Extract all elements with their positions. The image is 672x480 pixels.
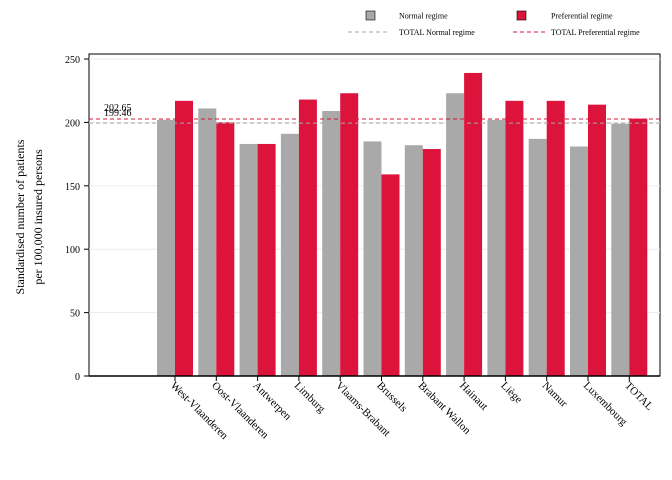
bar (175, 100, 193, 377)
bar (216, 122, 235, 377)
bar (505, 100, 524, 377)
x-tick-label: Limburg (292, 380, 328, 416)
bar (629, 118, 648, 376)
legend-label-total-preferential: TOTAL Preferential regime (551, 28, 640, 37)
y-tick-label: 200 (65, 118, 80, 129)
bar (588, 104, 606, 376)
x-tick-label: Brussels (374, 380, 409, 415)
y-tick-label: 0 (75, 372, 80, 383)
y-axis-title-line-1: Standardised number of patients (13, 139, 27, 294)
legend: Normal regime Preferential regime TOTAL … (348, 10, 640, 37)
y-tick-label: 100 (65, 245, 80, 256)
legend-label-normal: Normal regime (399, 12, 448, 21)
bar (322, 110, 341, 376)
bar (570, 146, 588, 376)
x-tick-label: Liège (498, 380, 524, 406)
bar (546, 100, 565, 377)
bar (280, 133, 299, 376)
bar (198, 108, 217, 377)
bar (487, 119, 506, 376)
bar (611, 123, 630, 376)
bar (464, 72, 483, 376)
legend-label-total-normal: TOTAL Normal regime (399, 28, 475, 37)
bar (381, 174, 400, 376)
bar (446, 93, 465, 377)
x-tick-label: TOTAL (622, 380, 655, 413)
y-tick-label: 250 (65, 55, 80, 66)
legend-swatch-normal (365, 10, 376, 21)
legend-label-preferential: Preferential regime (551, 12, 613, 21)
x-tick-label: Antwerpen (250, 380, 293, 423)
bar (257, 143, 276, 376)
bar (298, 99, 317, 377)
reference-line-label: 202.65 (104, 103, 132, 114)
y-tick-label: 150 (65, 182, 80, 193)
bar (528, 138, 547, 376)
bar (340, 93, 359, 377)
y-axis-title-line-2: per 100,000 insured persons (31, 149, 45, 285)
legend-swatch-preferential (516, 10, 527, 21)
bar (404, 145, 423, 376)
y-tick-label: 50 (70, 309, 80, 320)
bar (363, 141, 382, 376)
x-tick-label: Hainaut (457, 380, 490, 413)
plot-area: 050100150200250West-VlaanderenOost-Vlaan… (65, 53, 661, 442)
bar (157, 119, 175, 376)
reference-line-label: 199.46 (104, 108, 132, 119)
x-tick-label: Namur (540, 380, 570, 410)
bar (422, 149, 441, 376)
bar (239, 143, 258, 376)
